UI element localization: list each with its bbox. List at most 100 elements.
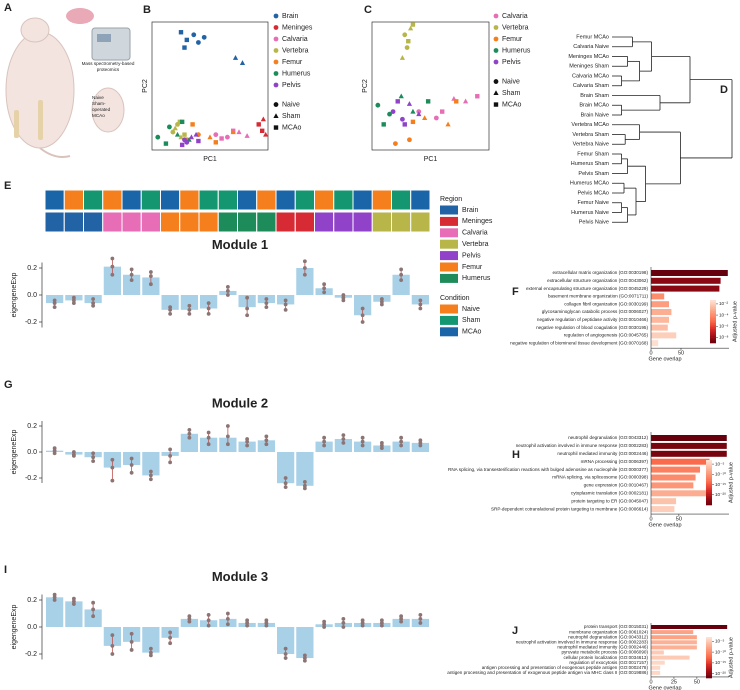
bar	[651, 277, 721, 284]
term-label: RNA splicing, via transesterification re…	[448, 467, 648, 472]
bar	[651, 640, 697, 645]
replicate-dot	[283, 298, 288, 303]
point	[390, 109, 396, 114]
colorbar	[710, 325, 716, 328]
legend-swatch	[440, 327, 458, 337]
point	[375, 102, 381, 108]
x-axis-label: Gene overlap	[648, 685, 681, 690]
module-title: Module 1	[212, 237, 268, 252]
illustration-text: MCAo	[92, 113, 105, 118]
replicate-dot	[322, 625, 327, 629]
bar	[180, 295, 198, 310]
legend-swatch	[493, 13, 499, 19]
term-label: cellular protein localization (GO:003461…	[563, 655, 648, 660]
bar	[651, 301, 669, 308]
colorbar	[706, 650, 712, 653]
replicate-dot	[110, 264, 115, 269]
x-tick-label: 50	[678, 351, 684, 357]
point	[410, 22, 416, 27]
point	[219, 136, 224, 141]
replicate-dot	[360, 306, 365, 311]
replicate-dot	[360, 435, 365, 440]
y-tick-label: -0.2	[25, 475, 37, 482]
point	[404, 45, 410, 50]
point	[260, 128, 265, 133]
plot-frame	[151, 21, 269, 151]
point	[454, 99, 459, 104]
replicate-dot	[360, 618, 365, 623]
legend-swatch	[273, 59, 279, 65]
replicate-dot	[341, 617, 346, 621]
colorbar	[710, 328, 716, 331]
replicate-dot	[341, 298, 346, 303]
replicate-dot	[91, 297, 96, 301]
term-label: gene expression (GO:0010467)	[584, 483, 649, 488]
legend-swatch	[440, 228, 458, 238]
colorbar	[706, 654, 712, 657]
term-label: extracellular structure organization (GO…	[547, 278, 648, 283]
replicate-dot	[418, 612, 423, 617]
legend-swatch	[440, 262, 458, 272]
replicate-dot	[206, 435, 211, 440]
colorbar	[706, 655, 712, 658]
legend-swatch	[440, 216, 458, 226]
colorbar	[706, 666, 712, 669]
x-axis-label: Gene overlap	[648, 357, 681, 363]
term-label: neutrophil activation involved in immune…	[516, 443, 649, 448]
region-cell	[371, 211, 392, 233]
leaf-label: Femur MCAo	[576, 34, 609, 40]
replicate-dot	[168, 312, 173, 316]
panel-label: H	[512, 449, 520, 461]
leaf-label: Calvaria MCAo	[572, 73, 609, 79]
replicate-dot	[110, 478, 115, 483]
replicate-dot	[52, 592, 57, 597]
replicate-dot	[418, 441, 423, 445]
condition-cell	[294, 189, 315, 211]
legend-label: Pelvis	[282, 82, 301, 89]
colorbar-tick-label: 10⁻²⁰	[715, 492, 726, 497]
leaf-label: Brain MCAo	[579, 103, 609, 109]
replicate-dot	[129, 456, 134, 461]
term-label: neutrophil mediated immunity (GO:0002446…	[557, 645, 648, 650]
term-label: neutrophil degranulation (GO:0043312)	[568, 634, 648, 639]
point	[178, 30, 184, 35]
replicate-dot	[399, 443, 404, 448]
bar	[651, 655, 690, 660]
y-tick-label: 0.0	[27, 624, 37, 631]
colorbar	[706, 460, 712, 463]
leaf-label: Pelvis Naive	[579, 220, 609, 226]
leaf-label: Meninges Sham	[569, 64, 609, 70]
replicate-dot	[360, 623, 365, 628]
region-cell	[217, 211, 238, 233]
x-tick-label: 0	[649, 517, 652, 523]
point	[410, 119, 416, 125]
point	[188, 134, 195, 140]
colorbar	[710, 317, 716, 321]
y-axis-label: PC2	[142, 79, 149, 93]
panel-label: J	[512, 625, 518, 637]
legend-label: Meninges	[282, 24, 313, 31]
region-cell	[198, 211, 219, 233]
replicate-dot	[206, 312, 211, 316]
bar	[161, 295, 179, 310]
replicate-dot	[283, 652, 288, 656]
condition-cell	[102, 189, 123, 211]
point	[191, 32, 197, 38]
colorbar-tick-label: 10⁻⁶	[719, 323, 729, 328]
point	[236, 129, 242, 135]
replicate-dot	[418, 302, 423, 307]
replicate-dot	[187, 614, 192, 619]
colorbar	[710, 314, 716, 317]
replicate-dot	[129, 648, 134, 652]
replicate-dot	[341, 621, 346, 625]
replicate-dot	[399, 614, 404, 619]
legend-marker	[273, 125, 279, 130]
colorbar	[706, 643, 712, 646]
legend-swatch	[440, 205, 458, 215]
replicate-dot	[91, 455, 96, 460]
panel-label: E	[4, 180, 11, 192]
colorbar	[710, 308, 716, 312]
region-cell	[352, 211, 373, 233]
replicate-dot	[110, 465, 115, 470]
term-label: membrane organization (GO:0061024)	[569, 629, 648, 634]
